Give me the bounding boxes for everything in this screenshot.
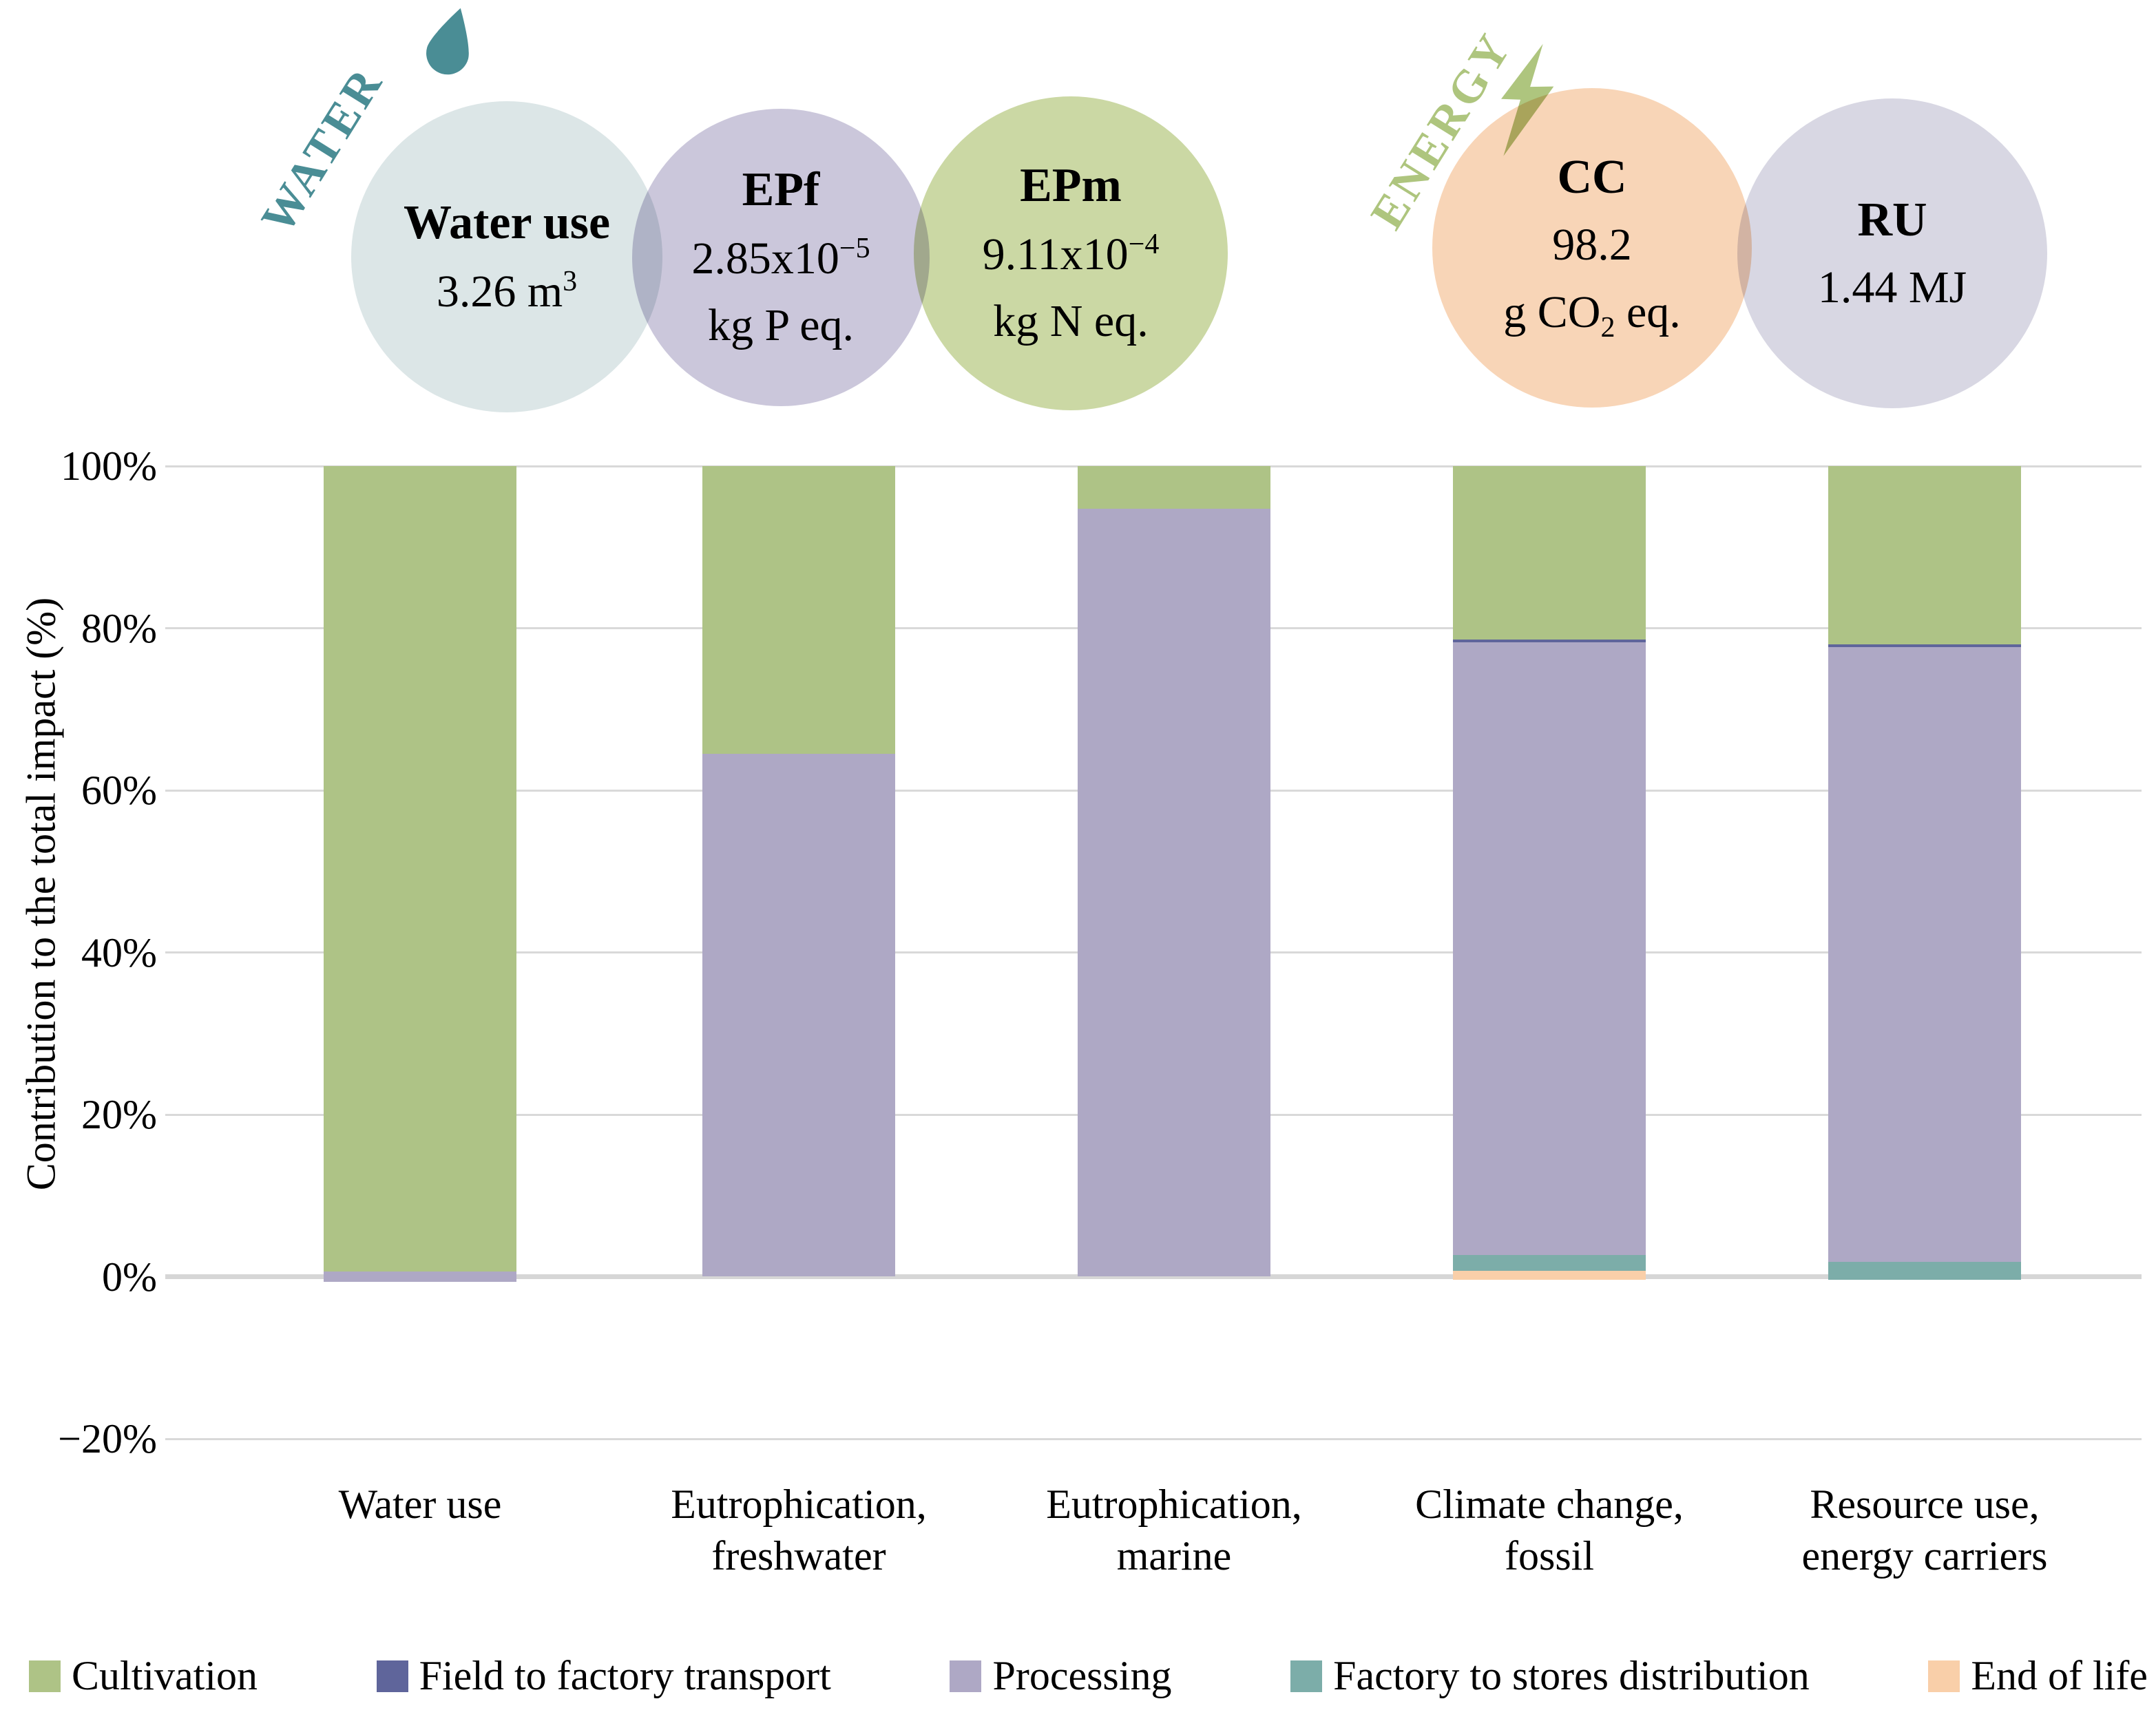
circle-title: CC <box>1557 150 1627 204</box>
y-axis-title: Contribution to the total impact (%) <box>18 597 64 1191</box>
legend-label: Factory to stores distribution <box>1333 1653 1810 1698</box>
bar <box>1078 466 1270 1444</box>
bar-segment <box>324 466 516 1272</box>
gridline <box>165 1437 2142 1440</box>
circle-value: 3.26 m3 <box>436 265 578 317</box>
legend-item: Processing <box>950 1652 1171 1700</box>
circle-value: 2.85x10−5 <box>691 232 870 284</box>
zero-gridline <box>165 1274 2142 1279</box>
y-tick-label: 40% <box>81 929 157 975</box>
bar-segment <box>1078 466 1270 509</box>
circle-value: g CO2 eq. <box>1503 286 1681 344</box>
circle-title: Water use <box>403 196 611 250</box>
plot-area <box>165 465 2142 1444</box>
circle-fill <box>1432 88 1752 408</box>
legend-item: Field to factory transport <box>376 1652 831 1700</box>
droplet-icon <box>417 0 485 83</box>
x-category-label: Eutrophication, freshwater <box>671 1481 927 1579</box>
x-category-label: Water use <box>338 1481 502 1527</box>
circle-value: 98.2 <box>1552 220 1632 271</box>
y-tick-label: 20% <box>81 1092 157 1137</box>
legend-item: End of life <box>1928 1652 2148 1700</box>
circle-fill <box>632 109 930 406</box>
circle-fill <box>351 101 662 412</box>
legend-label: Field to factory transport <box>419 1653 831 1698</box>
bar-segment <box>1828 466 2021 645</box>
circle-title: EPf <box>742 163 820 217</box>
legend-swatch <box>376 1660 408 1692</box>
y-tick-label: 80% <box>81 605 157 651</box>
y-tick-label: 60% <box>81 768 157 813</box>
bar <box>1828 466 2021 1444</box>
bar-segment <box>324 1272 516 1282</box>
legend-swatch <box>1928 1660 1960 1692</box>
x-category-label: Climate change, fossil <box>1415 1481 1684 1579</box>
circle-value: 9.11x10−4 <box>982 228 1160 279</box>
x-category-label: Eutrophication, marine <box>1046 1481 1302 1579</box>
bar-segment <box>1453 639 1646 642</box>
bar-segment <box>1453 466 1646 640</box>
circle-value: 1.44 MJ <box>1817 262 1967 313</box>
y-tick-label: 0% <box>102 1254 157 1300</box>
circle-value: kg N eq. <box>993 296 1149 347</box>
metric-circle-epf: EPf 2.85x10−5 kg P eq. <box>632 109 930 406</box>
legend-swatch <box>950 1660 982 1692</box>
legend-label: Cultivation <box>72 1653 258 1698</box>
legend: Cultivation Field to factory transport Pro… <box>29 1652 2148 1700</box>
bar-segment <box>1453 1254 1646 1272</box>
bar-segment <box>702 754 895 1277</box>
bar-segment <box>702 466 895 754</box>
metric-circle-ru: RU 1.44 MJ <box>1737 98 2047 408</box>
bar-segment <box>1828 644 2021 647</box>
metric-circle-cc: CC 98.2 g CO2 eq. <box>1432 88 1752 408</box>
metric-circle-epm: EPm 9.11x10−4 kg N eq. <box>914 96 1228 410</box>
bar <box>1453 466 1646 1444</box>
circle-fill <box>914 96 1228 410</box>
circle-title: RU <box>1857 193 1927 246</box>
bar-segment <box>1828 1262 2021 1280</box>
bar <box>702 466 895 1444</box>
circle-title: EPm <box>1020 159 1122 213</box>
bar-segment <box>1453 1271 1646 1280</box>
y-tick-label: −20% <box>58 1416 157 1462</box>
legend-swatch <box>1290 1660 1323 1692</box>
metric-circle-water-use: Water use 3.26 m3 <box>351 101 662 412</box>
bar-segment <box>1828 646 2021 1263</box>
legend-item: Cultivation <box>29 1652 258 1700</box>
bar-segment <box>1453 642 1646 1255</box>
y-tick-label: 100% <box>61 443 157 489</box>
legend-item: Factory to stores distribution <box>1290 1652 1810 1700</box>
circle-value: kg P eq. <box>707 300 855 351</box>
legend-label: End of life <box>1971 1653 2148 1698</box>
bar-segment <box>1078 509 1270 1277</box>
legend-label: Processing <box>992 1653 1172 1698</box>
legend-swatch <box>29 1660 61 1692</box>
bar <box>324 466 516 1444</box>
circle-fill <box>1737 98 2047 408</box>
x-category-label: Resource use, energy carriers <box>1801 1481 2048 1579</box>
